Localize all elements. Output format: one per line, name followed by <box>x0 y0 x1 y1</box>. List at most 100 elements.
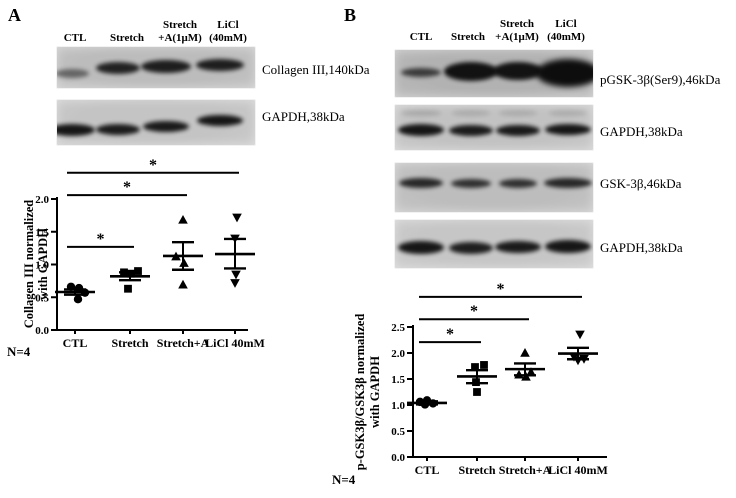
lane-header: Stretch +A(1μM) <box>485 12 549 44</box>
lane-header: LiCl (40mM) <box>534 12 598 44</box>
protein-band <box>499 178 537 188</box>
data-point-triangle-down <box>230 234 240 244</box>
data-point-square <box>124 284 132 293</box>
panel-b-n-label: N=4 <box>332 472 356 487</box>
data-point-triangle-up <box>520 348 530 357</box>
category-label: LiCl 40mM <box>548 463 608 477</box>
data-point-triangle-down <box>230 279 240 288</box>
data-point-square <box>127 269 135 278</box>
category-label: Stretch+A <box>499 463 552 477</box>
protein-band <box>57 68 89 78</box>
protein-band <box>143 120 189 132</box>
data-point-circle <box>73 295 83 304</box>
y-tick-label: 2.5 <box>391 322 405 334</box>
western-blot-strip <box>57 100 255 145</box>
pgsk3b-scatter-chart: 0.0 0.5 1.0 1.5 2.0 2.5 CTL Stretch Stretch+ALiC… <box>353 281 608 477</box>
lane-header: Stretch +A(1μM) <box>148 15 212 45</box>
y-tick-label: 1.5 <box>391 374 405 386</box>
category-label: CTL <box>63 336 88 350</box>
y-tick-label: 0.0 <box>391 452 405 464</box>
panel-b-letter: B <box>344 5 357 25</box>
significance-asterisk: * <box>149 157 157 174</box>
y-tick-label: 2.0 <box>35 194 49 206</box>
significance-asterisk: * <box>97 231 105 248</box>
lane-header: CTL <box>43 15 107 45</box>
lane-header-line1: LiCl <box>217 19 239 31</box>
y-tick-label: 0.5 <box>391 426 405 438</box>
blot-protein-label: GAPDH,38kDa <box>600 240 683 255</box>
blot-protein-label: pGSK-3β(Ser9),46kDa <box>600 72 721 87</box>
data-point-circle <box>420 400 430 409</box>
protein-band <box>196 59 244 71</box>
y-axis-title: Collagen III normalizedwith GAPDH <box>22 200 50 329</box>
category-label: Stretch <box>458 463 495 477</box>
blot-protein-label: GSK-3β,46kDa <box>600 176 682 191</box>
data-point-triangle-up <box>514 369 524 379</box>
y-tick-label: 1.0 <box>391 400 405 412</box>
protein-band <box>141 59 191 73</box>
data-point-square <box>472 378 480 387</box>
protein-band <box>544 178 592 188</box>
lane-header-line2: CTL <box>63 32 87 44</box>
lane-header: Stretch <box>95 15 159 45</box>
western-blot-strip <box>395 163 593 212</box>
protein-band <box>549 110 587 116</box>
data-point-square <box>473 388 481 396</box>
lane-header-line2: CTL <box>409 31 433 43</box>
y-axis-title: p-GSK3β/GSK3β normalizedwith GAPDH <box>353 314 382 471</box>
protein-band <box>96 123 140 135</box>
protein-band <box>536 59 593 87</box>
protein-band <box>398 240 444 254</box>
y-tick-label: 0.0 <box>35 325 49 337</box>
y-tick-label: 2.0 <box>391 348 405 360</box>
lane-header-line2: +A(1μM) <box>158 32 202 44</box>
significance-asterisk: * <box>470 303 478 320</box>
data-point-square <box>134 267 142 275</box>
data-point-triangle-up <box>178 214 188 224</box>
lane-header-line2: Stretch <box>450 31 485 43</box>
western-blot-strip <box>395 220 593 268</box>
protein-band <box>96 62 140 74</box>
data-point-square <box>480 361 488 369</box>
lane-header-line1: Stretch <box>162 19 197 31</box>
protein-band <box>449 124 493 136</box>
data-point-triangle-down <box>575 330 585 340</box>
category-label: CTL <box>415 463 440 477</box>
protein-band <box>493 62 543 80</box>
data-point-triangle-down <box>231 270 241 280</box>
protein-band <box>449 242 493 254</box>
blot-protein-label: GAPDH,38kDa <box>262 109 345 124</box>
panel-a-n-label: N=4 <box>7 344 31 359</box>
protein-band <box>495 241 541 253</box>
significance-asterisk: * <box>446 326 454 343</box>
data-point-triangle-down <box>573 356 583 366</box>
blot-protein-label: Collagen III,140kDa <box>262 62 370 77</box>
blot-protein-label: GAPDH,38kDa <box>600 124 683 139</box>
western-blot-strip <box>395 105 593 150</box>
data-point-circle <box>66 282 76 291</box>
protein-band <box>401 110 441 116</box>
protein-band <box>399 178 443 188</box>
y-axis-title-line: with GAPDH <box>368 356 382 428</box>
lane-header-line1: LiCl <box>555 18 577 30</box>
data-point-circle <box>74 283 84 293</box>
western-blot-strip <box>57 47 255 88</box>
data-point-triangle-up <box>179 258 189 267</box>
y-axis-title-line: Collagen III normalized <box>22 200 36 329</box>
lane-header-line2: (40mM) <box>547 31 585 43</box>
data-point-circle <box>80 288 90 297</box>
significance-asterisk: * <box>123 179 131 196</box>
y-axis-title-line: p-GSK3β/GSK3β normalized <box>353 314 367 471</box>
protein-band <box>451 178 491 188</box>
category-label: LiCl 40mM <box>205 336 265 350</box>
protein-band <box>496 124 540 136</box>
lane-header-line2: Stretch <box>109 32 144 44</box>
data-point-triangle-down <box>232 213 242 223</box>
panel-a-letter: A <box>8 5 21 25</box>
lane-header-line2: +A(1μM) <box>495 31 539 43</box>
protein-band <box>444 61 498 81</box>
category-label: Stretch <box>111 336 148 350</box>
data-point-triangle-up <box>178 279 188 289</box>
protein-band <box>398 124 444 136</box>
